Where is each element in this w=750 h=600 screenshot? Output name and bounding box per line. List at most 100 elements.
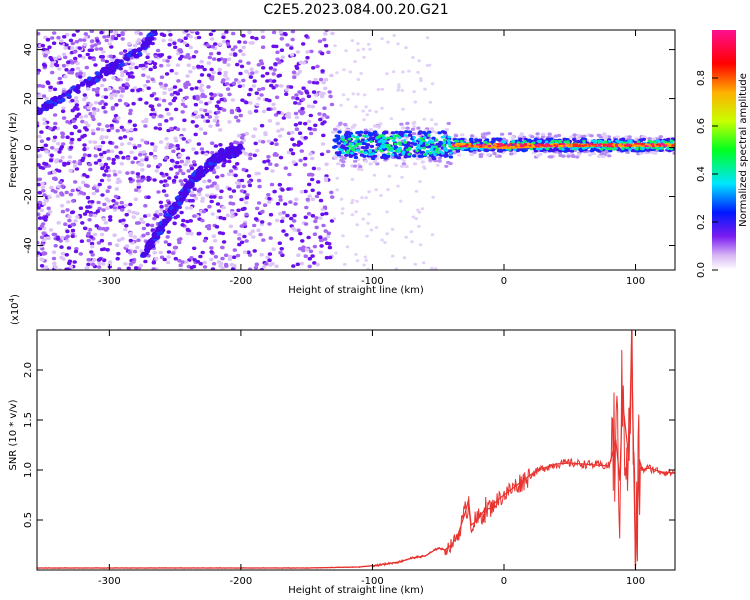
noise-speckle — [239, 178, 245, 183]
snr-point — [641, 469, 643, 471]
band-bright-speck — [376, 135, 380, 139]
noise-speckle — [290, 37, 295, 42]
noise-speckle — [297, 121, 303, 125]
noise-speckle — [152, 65, 157, 69]
noise-speckle — [172, 85, 178, 89]
band-bright-speck — [419, 137, 424, 140]
noise-speckle — [37, 154, 43, 158]
noise-speckle — [176, 79, 181, 83]
faint-speckle — [351, 198, 355, 202]
noise-speckle — [278, 155, 284, 160]
band-core — [672, 137, 675, 141]
noise-speckle — [239, 189, 245, 193]
noise-speckle — [137, 162, 142, 166]
noise-speckle — [326, 231, 331, 235]
noise-speckle — [319, 152, 325, 157]
noise-speckle — [278, 211, 283, 216]
y-tick-label: 40 — [23, 43, 34, 56]
band-halo — [375, 125, 380, 129]
noise-speckle — [115, 90, 121, 94]
noise-speckle — [212, 195, 217, 199]
noise-speckle — [101, 226, 106, 231]
snr-point — [457, 534, 459, 536]
noise-speckle — [60, 135, 65, 139]
ascending-trace-blob — [41, 103, 47, 108]
noise-speckle — [220, 256, 225, 261]
faint-speckle — [422, 165, 426, 169]
noise-speckle — [120, 73, 125, 78]
noise-speckle — [242, 222, 247, 227]
strong-signal-speck — [483, 143, 487, 146]
noise-speckle — [305, 55, 310, 60]
noise-speckle — [49, 185, 54, 190]
noise-speckle — [67, 218, 72, 223]
noise-speckle — [109, 93, 114, 98]
noise-speckle — [83, 32, 89, 36]
snr-point — [542, 467, 545, 469]
band-bright-speck — [378, 147, 382, 150]
faint-speckle — [376, 88, 381, 91]
strong-signal-speck — [509, 142, 513, 145]
noise-speckle — [314, 194, 320, 199]
noise-speckle — [221, 32, 226, 37]
faint-speckle — [400, 175, 404, 179]
strong-signal-speck — [479, 145, 483, 148]
noise-speckle — [293, 202, 298, 206]
noise-speckle — [196, 142, 202, 146]
noise-speckle — [130, 75, 135, 79]
noise-speckle — [53, 56, 58, 61]
faint-speckle — [341, 234, 345, 238]
strong-signal-speck — [454, 144, 458, 147]
noise-speckle — [172, 245, 178, 250]
strong-signal-speck — [594, 143, 598, 146]
noise-speckle — [224, 82, 230, 86]
noise-speckle — [236, 119, 241, 123]
band-halo — [453, 134, 459, 138]
noise-speckle — [177, 165, 182, 169]
snr-point — [444, 549, 446, 551]
noise-speckle — [169, 68, 174, 73]
noise-speckle — [248, 87, 253, 92]
strong-signal-speck — [496, 145, 500, 148]
faint-speckle — [356, 48, 360, 52]
noise-speckle — [323, 229, 328, 233]
noise-speckle — [228, 201, 233, 206]
noise-speckle — [234, 78, 239, 82]
faint-speckle — [355, 259, 360, 263]
noise-speckle — [324, 241, 330, 245]
noise-speckle — [280, 127, 285, 132]
noise-speckle — [89, 241, 95, 246]
faint-speckle — [402, 256, 407, 260]
noise-speckle — [135, 211, 140, 216]
noise-speckle — [223, 70, 228, 75]
noise-speckle — [65, 32, 70, 37]
noise-speckle — [246, 250, 251, 255]
band-bright-speck — [416, 143, 421, 147]
ascending-trace-blob — [108, 62, 114, 67]
band-bright-speck — [599, 147, 604, 151]
faint-speckle — [418, 180, 422, 183]
noise-speckle — [193, 196, 199, 201]
noise-speckle — [130, 62, 135, 66]
noise-speckle — [90, 200, 95, 204]
noise-speckle — [227, 257, 233, 262]
noise-speckle — [244, 212, 249, 217]
noise-speckle — [303, 222, 309, 226]
noise-speckle — [44, 50, 49, 54]
band-bright-speck — [398, 143, 402, 146]
noise-speckle — [95, 185, 100, 189]
noise-speckle — [39, 208, 44, 213]
noise-speckle — [64, 43, 69, 47]
noise-speckle — [108, 140, 113, 145]
band-bright-speck — [415, 146, 420, 150]
noise-speckle — [125, 156, 131, 161]
band-bright-speck — [405, 148, 410, 152]
snr-point — [470, 524, 472, 526]
noise-speckle — [209, 184, 214, 188]
noise-speckle — [105, 248, 110, 252]
band-core — [390, 131, 396, 135]
noise-speckle — [274, 44, 279, 49]
faint-speckle — [350, 177, 355, 181]
noise-speckle — [115, 128, 120, 133]
noise-speckle — [228, 195, 234, 199]
